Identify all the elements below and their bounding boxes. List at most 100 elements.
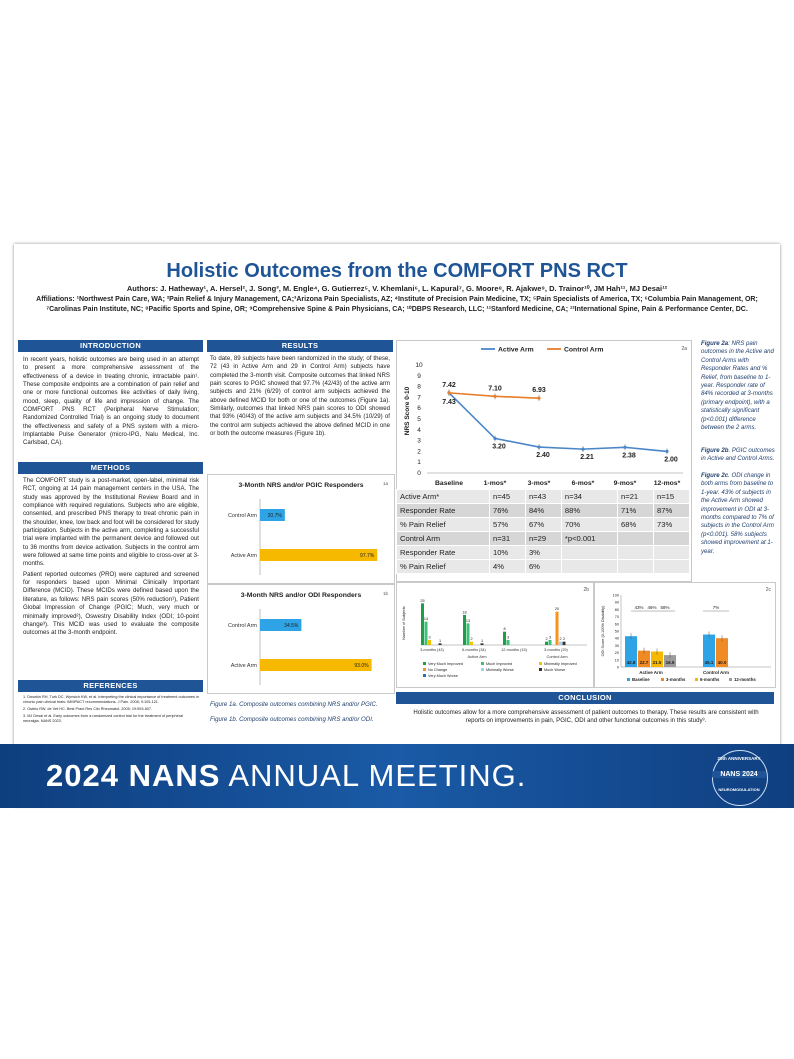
legend-label: Much Improved (486, 662, 512, 666)
data-point (581, 447, 585, 451)
table-cell: 6% (524, 559, 562, 574)
data-point (537, 396, 541, 400)
legend-label: Active Arm (498, 347, 534, 354)
caption-2c-text: . ODI change in both arms from baseline … (701, 472, 774, 555)
data-label: 40.0 (718, 660, 727, 665)
table-cell: n=15 (653, 489, 690, 504)
y-tick-label: 50 (615, 630, 619, 634)
logo-mid-text: NANS 2024 (712, 771, 766, 778)
table-cell: 73% (653, 517, 690, 532)
data-label: 20 (555, 607, 559, 611)
legend-label: No Change (428, 668, 447, 672)
y-tick-label: 3 (417, 438, 421, 445)
meeting-banner: 2024 NANS ANNUAL MEETING. 25th ANNIVERSA… (0, 744, 794, 808)
table-cell: 67% (524, 517, 562, 532)
poster-title: Holistic Outcomes from the COMFORT PNS R… (166, 260, 628, 282)
category-label: Active Arm (231, 553, 258, 559)
data-label: 2.21 (580, 454, 594, 461)
responder-table: Active Arm* n=45 n=43 n=34 n=21 n=15 Responder… (396, 489, 690, 574)
table-cell: n=45 (488, 489, 526, 504)
table-row: % Pain Relief 57% 67% 70% 68% 73% (396, 517, 690, 532)
panel-label: 2a (681, 346, 687, 352)
chart-title: 3-Month NRS and/or PGIC Responders (239, 482, 364, 489)
table-row: Control Arm n=31 n=29 *p<0.001 (396, 531, 690, 546)
y-tick-label: 40 (615, 637, 619, 641)
x-tick-label: Baseline (435, 480, 463, 487)
y-tick-label: 4 (417, 427, 421, 434)
panel-label: 2c (766, 587, 772, 593)
table-row: Responder Rate 10% 3% (396, 545, 690, 560)
legend-swatch (627, 678, 630, 681)
table-cell: n=29 (524, 531, 562, 546)
legend-label: Minimally Improved (544, 662, 577, 666)
caption-2b: Figure 2b. PGIC outcomes in Active and C… (701, 447, 776, 464)
references-list: 1. Dworkin RH, Turk DC, Wyrwich KW, et a… (23, 695, 199, 726)
table-cell: 88% (560, 503, 619, 518)
table-cell: 68% (617, 517, 654, 532)
caption-2b-text: . PGIC outcomes in Active and Control Ar… (701, 447, 775, 463)
panel-label: 1a (383, 481, 389, 486)
affiliations: Affiliations: ¹Northwest Pain Care, WA; … (36, 296, 758, 313)
bar (555, 611, 559, 645)
category-label: Control Arm (228, 623, 257, 629)
data-label: 7.10 (488, 385, 502, 392)
annotation: 7% (713, 605, 720, 610)
legend-swatch (481, 668, 484, 671)
group-label: Active Arm (639, 670, 663, 675)
row-header-cell: Responder Rate (396, 545, 490, 560)
caption-2c-label: Figure 2c (701, 472, 729, 479)
y-tick-label: 6 (417, 405, 421, 412)
y-tick-label: 5 (417, 416, 421, 423)
table-cell (617, 531, 654, 546)
data-label: 3 (549, 636, 551, 640)
table-cell: n=31 (488, 531, 526, 546)
table-cell: n=43 (524, 489, 562, 504)
data-label: 2 (545, 637, 547, 641)
data-point (493, 436, 497, 441)
introduction-heading: INTRODUCTION (18, 340, 203, 352)
legend-label: Control Arm (564, 347, 603, 354)
bar (424, 621, 428, 645)
table-cell (653, 531, 690, 546)
conclusion-text: Holistic outcomes allow for a more compr… (413, 709, 759, 725)
data-point (447, 391, 451, 395)
bar (703, 634, 715, 667)
bar (625, 636, 637, 667)
data-label: 3.20 (492, 443, 506, 450)
annotation: 58% (660, 605, 669, 610)
methods-heading: METHODS (18, 462, 203, 474)
data-point (537, 445, 541, 449)
bar (260, 509, 285, 521)
authors-line: Authors: J. Hatheway¹, A. Hersel², J. So… (126, 284, 668, 293)
row-header-cell: Responder Rate (396, 503, 490, 518)
y-axis-label: Number of Subjects (402, 606, 406, 639)
banner-light: ANNUAL MEETING. (220, 758, 527, 793)
x-tick-label: 3-mos* (528, 480, 551, 487)
caption-1b: Figure 1b. Composite outcomes combining … (210, 716, 374, 723)
poster: Holistic Outcomes from the COMFORT PNS R… (14, 244, 780, 806)
table-row: Active Arm* n=45 n=43 n=34 n=21 n=15 (396, 489, 690, 504)
table-cell (560, 559, 619, 574)
table-cell: n=34 (560, 489, 619, 504)
legend-swatch (661, 678, 664, 681)
bar (421, 603, 424, 645)
table-cell: 10% (488, 545, 526, 560)
chart-title: 3-Month NRS and/or ODI Responders (241, 592, 362, 599)
y-tick-label: 8 (417, 384, 421, 391)
group-label: 12-months (15) (501, 648, 527, 652)
data-label: 14 (424, 617, 428, 621)
x-tick-label: 6-mos* (572, 480, 595, 487)
chart-1b: 3-Month NRS and/or ODI Responders 1b Contr… (228, 591, 388, 685)
bar (438, 643, 442, 645)
bar (562, 641, 566, 645)
caption-2a: Figure 2a: NRS pain outcomes in the Acti… (701, 340, 776, 432)
data-label: 16.5 (666, 660, 675, 665)
y-tick-label: 10 (615, 658, 619, 662)
category-label: Control Arm (228, 513, 257, 519)
chart-2a: 2a 0 1 2 3 4 5 6 7 8 9 10 NRS Score 0-10 Baseline 1-mo… (404, 346, 687, 487)
group-label: Control Arm (703, 670, 729, 675)
legend-label: Very Much Worse (428, 674, 458, 678)
chart-2c: 2c 0 10 20 30 40 50 60 70 80 90 100 ODI Score (0-100… (601, 587, 772, 682)
figure-1b: 3-Month NRS and/or ODI Responders 1b Contr… (207, 584, 395, 694)
bar (466, 623, 470, 645)
